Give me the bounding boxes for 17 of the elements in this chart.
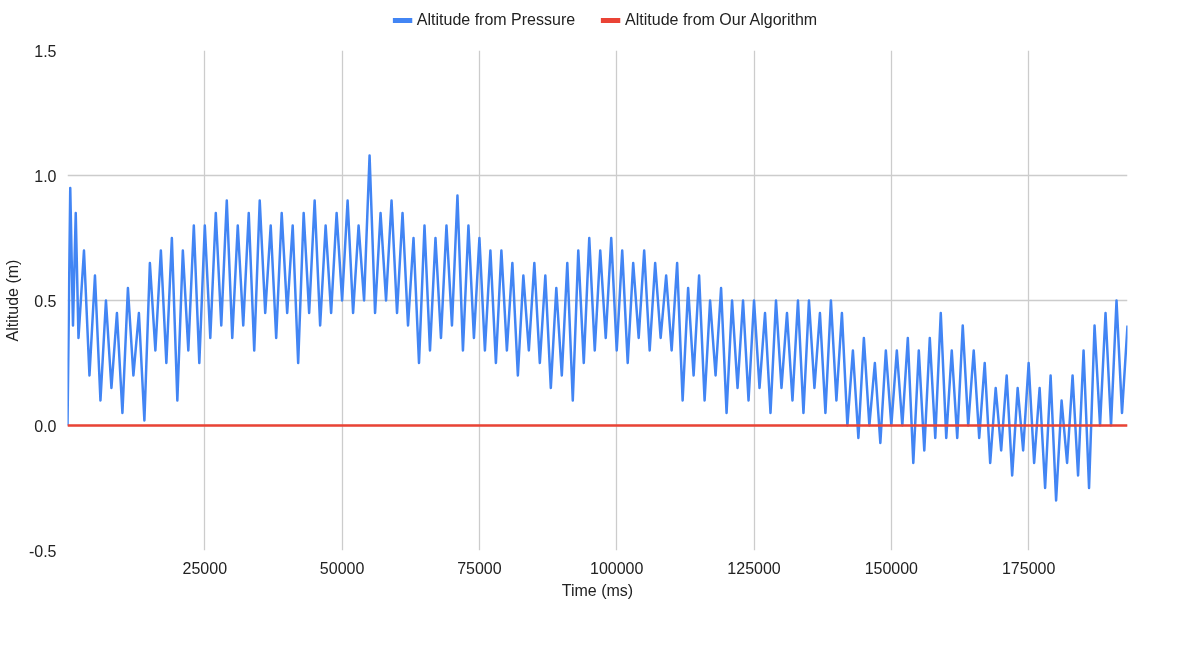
x-tick-label: 175000	[1001, 559, 1056, 577]
x-axis-title: Time (ms)	[561, 581, 634, 599]
y-tick-label: -0.5	[28, 542, 57, 560]
x-tick-label: 75000	[457, 559, 502, 577]
y-tick-label: 1.0	[34, 167, 57, 185]
x-tick-label: 150000	[864, 559, 919, 577]
y-tick-label: 1.5	[34, 42, 57, 60]
x-tick-label: 50000	[319, 559, 365, 577]
y-tick-label: 0.0	[34, 417, 57, 435]
x-tick-label: 100000	[590, 559, 644, 577]
x-tick-label: 125000	[727, 559, 781, 577]
legend-label: Altitude from Our Algorithm	[625, 11, 818, 29]
y-tick-label: 0.5	[34, 292, 57, 310]
y-axis-title: Altitude (m)	[3, 259, 21, 342]
legend-label: Altitude from Pressure	[416, 11, 576, 29]
x-tick-label: 25000	[182, 559, 228, 577]
line-series	[67, 154, 1128, 502]
